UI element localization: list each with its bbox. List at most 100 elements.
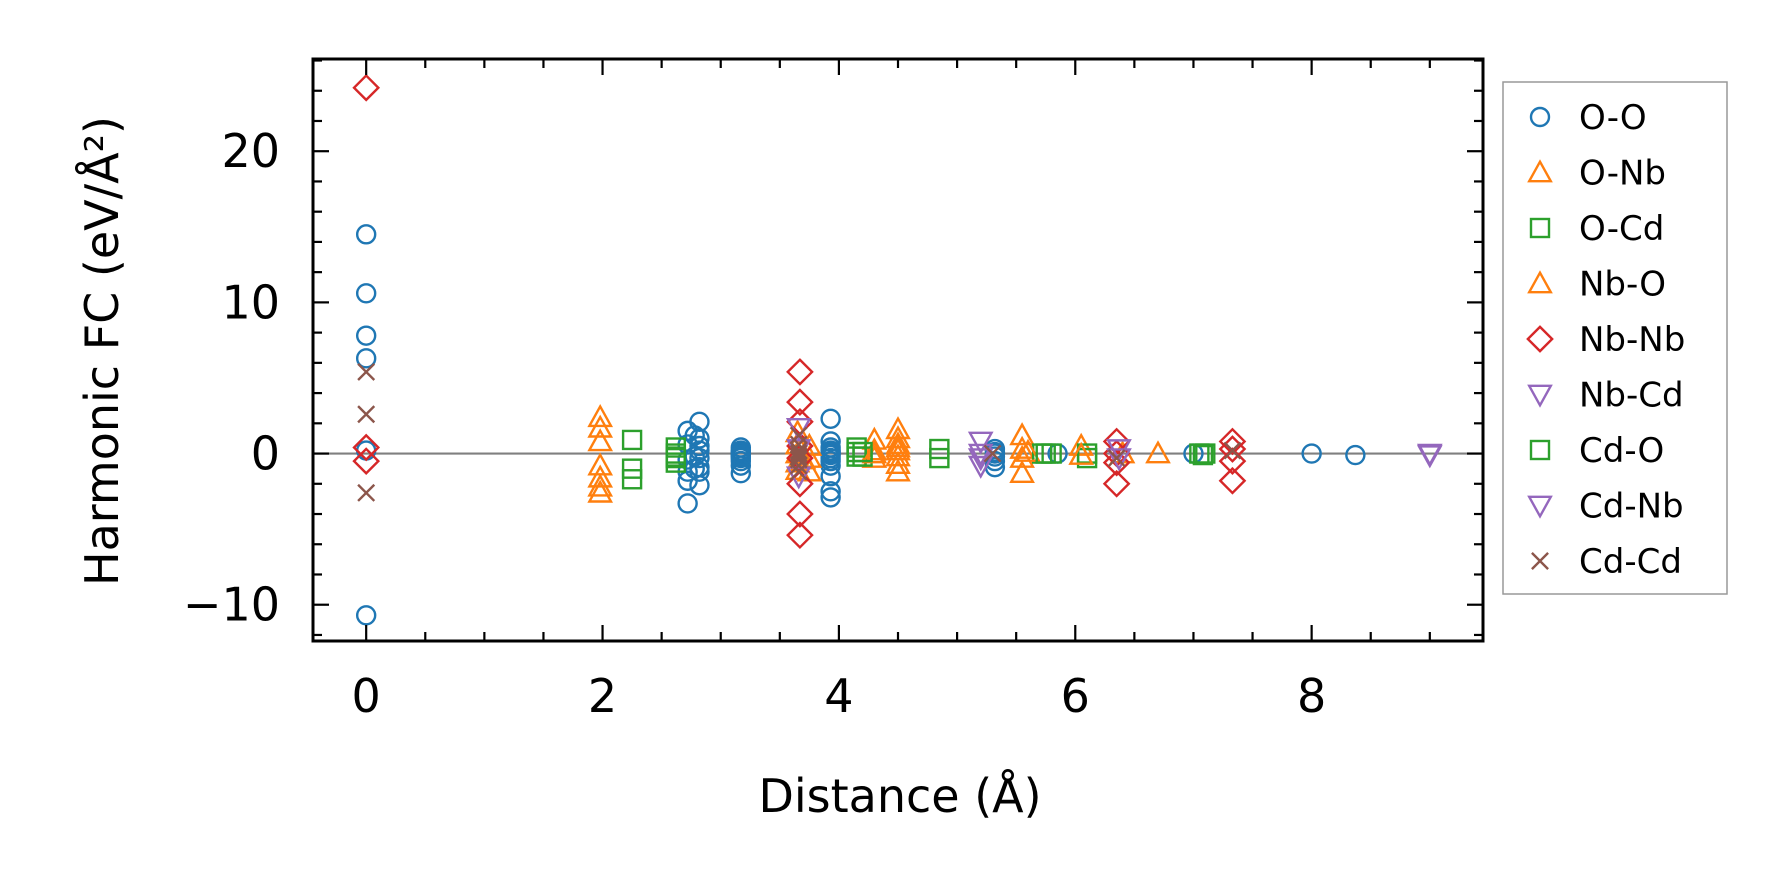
data-point: [789, 426, 808, 445]
plot-frame: [311, 57, 1485, 643]
data-point: [587, 479, 614, 503]
data-point: [861, 444, 888, 468]
data-point: [357, 405, 376, 424]
data-point: [1009, 444, 1035, 468]
x-tick-label: 2: [588, 669, 617, 723]
data-point: [789, 447, 808, 466]
y-tick-label: 20: [221, 124, 280, 178]
data-point: [789, 456, 808, 475]
y-tick-label: 0: [251, 427, 280, 481]
legend-item: O-Cd: [1529, 209, 1664, 249]
data-point: [967, 431, 994, 455]
data-point: [689, 475, 710, 496]
data-point: [355, 283, 377, 304]
legend-label: Cd-O: [1579, 431, 1664, 471]
data-point: [357, 362, 376, 381]
legend-marker: [1529, 217, 1551, 239]
data-point: [587, 428, 614, 452]
legend-marker: [1529, 106, 1551, 128]
legend-label: Nb-Cd: [1579, 376, 1684, 416]
data-point: [689, 461, 710, 482]
data-point: [929, 447, 950, 469]
data-point: [820, 481, 841, 502]
data-point: [355, 605, 377, 626]
data-point: [677, 493, 698, 514]
series-cd-o: [665, 441, 1214, 467]
legend-item: Cd-Nb: [1527, 487, 1684, 527]
data-point: [861, 437, 888, 461]
data-point: [1345, 444, 1366, 466]
data-point: [730, 455, 752, 476]
data-point: [1218, 466, 1247, 495]
plot-area: 0 2 4 6 8 −10 0 20 10: [183, 57, 1485, 723]
data-point: [684, 425, 705, 446]
data-point: [730, 463, 752, 484]
data-point: [1416, 443, 1443, 467]
data-point: [689, 447, 710, 469]
data-point: [355, 348, 377, 369]
legend-label: O-Cd: [1579, 209, 1664, 249]
series-cd-cd: [357, 362, 1242, 502]
y-tick-label: 10: [221, 275, 280, 329]
data-point: [820, 455, 841, 476]
data-point: [885, 450, 911, 474]
data-point: [967, 443, 994, 467]
data-point: [352, 73, 381, 102]
data-point: [1009, 435, 1035, 459]
data-point: [621, 469, 643, 490]
legend-item: O-O: [1529, 98, 1647, 138]
x-tick-label: 8: [1297, 669, 1326, 723]
data-point: [786, 358, 814, 386]
legend-marker: [1526, 325, 1554, 353]
data-point: [789, 441, 808, 460]
data-point: [665, 446, 687, 467]
x-tick-label: 4: [824, 669, 853, 723]
data-point: [1223, 441, 1242, 460]
legend-label: Cd-Cd: [1579, 542, 1682, 582]
data-point: [820, 431, 841, 452]
legend-marker: [1527, 270, 1553, 294]
legend-item: Nb-Nb: [1526, 320, 1685, 360]
data-point: [1192, 444, 1214, 466]
data-point: [1068, 441, 1095, 465]
data-point: [689, 428, 710, 449]
legend-marker: [1527, 495, 1553, 519]
data-point: [689, 440, 710, 461]
data-point: [861, 440, 888, 464]
legend-box: [1502, 81, 1728, 595]
legend-marker: [1529, 439, 1551, 461]
x-tick-label: 6: [1061, 669, 1090, 723]
data-point: [357, 483, 376, 502]
data-point: [1106, 448, 1132, 472]
data-point: [1035, 443, 1056, 464]
data-point: [1009, 459, 1035, 484]
legend: O-O O-Nb O-Cd Nb-O Nb-Nb Nb-Cd Cd-O Cd-Nb Cd-Cd: [1502, 81, 1728, 595]
legend-label: O-Nb: [1579, 154, 1666, 194]
data-point: [587, 473, 614, 497]
data-point: [621, 458, 643, 479]
legend-item: Cd-Cd: [1531, 542, 1682, 582]
data-point: [355, 325, 377, 346]
legend-marker: [1527, 159, 1553, 183]
data-point: [852, 441, 873, 463]
data-point: [1107, 449, 1126, 468]
legend-marker: [1531, 552, 1549, 570]
y-tick-label: −10: [183, 578, 280, 632]
legend-marker: [1527, 384, 1553, 408]
data-point: [1218, 427, 1247, 456]
data-point: [1102, 469, 1131, 498]
data-point: [789, 462, 808, 481]
legend-item: Cd-O: [1529, 431, 1664, 471]
data-point: [786, 388, 814, 417]
series-o-o: [355, 224, 1366, 626]
legend-item: O-Nb: [1527, 154, 1666, 194]
data-point: [1301, 443, 1322, 464]
data-point: [820, 487, 841, 508]
data-point: [621, 429, 643, 451]
data-point: [786, 521, 814, 550]
data-point: [885, 458, 911, 482]
data-point: [587, 464, 614, 488]
data-point: [1195, 443, 1216, 464]
data-point: [689, 411, 710, 433]
